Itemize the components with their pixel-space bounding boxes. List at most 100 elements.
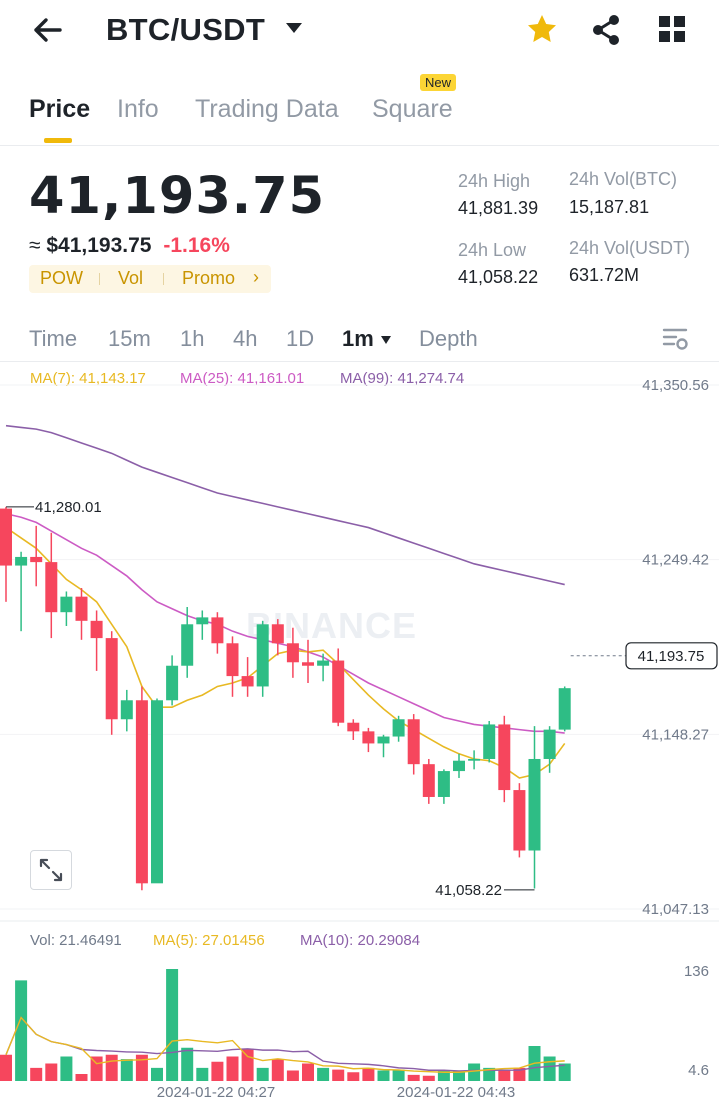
candle-body [317,660,330,666]
volume-bar [302,1063,314,1081]
top-bar: BTC/USDT [0,0,719,66]
tag-promo[interactable]: Promo [182,268,236,288]
interval-15m[interactable]: 15m [108,326,151,351]
tab-info[interactable]: Info [117,95,159,123]
volume-bar [347,1072,360,1081]
ma25-legend: MA(25): 41,161.01 [180,370,305,387]
ma25-line [5,512,565,734]
tags-row[interactable]: POW Vol Promo › [29,265,271,293]
stat-high-label: 24h High [458,171,531,191]
volume-bar [256,1067,269,1081]
volume-bar [60,1056,73,1081]
high-marker-label: 41,280.01 [35,499,102,516]
ma7-line [5,526,566,779]
vol-ma5-line [5,1016,565,1073]
candle-body [90,620,103,639]
tag-divider [163,273,164,285]
candle-body [15,556,28,566]
pair-title[interactable]: BTC/USDT [106,12,266,47]
interval-1d[interactable]: 1D [286,326,315,351]
low-marker-label: 41,058.22 [435,882,502,899]
usd-price: $41,193.75 [46,234,152,257]
candle-body [166,665,179,701]
candle-body [437,771,450,797]
volume-bar [105,1054,118,1081]
volume-bar [332,1069,345,1081]
new-badge: New [420,74,457,91]
back-arrow-icon[interactable] [30,14,66,46]
volume-bar [166,969,179,1081]
ma99-legend: MA(99): 41,274.74 [340,370,465,387]
candle-body [0,508,12,566]
candle-body [120,700,133,720]
interval-depth[interactable]: Depth [419,326,478,351]
share-icon[interactable] [591,14,621,46]
candle-body [286,643,299,663]
candle-body [407,719,420,765]
candle-body [362,731,375,744]
candle-body [422,764,435,797]
volume-bar [30,1067,43,1081]
volume-bar [317,1067,330,1081]
chart-settings-icon[interactable] [662,326,688,352]
interval-bar: Time 15m 1h 4h 1D 1m Depth [0,318,719,362]
x-tick-label: 2024-01-22 04:43 [397,1084,515,1101]
ma7-legend: MA(7): 41,143.17 [30,370,146,387]
last-price: 41,193.75 [29,167,326,226]
interval-4h[interactable]: 4h [233,326,258,351]
volume-bar [45,1063,58,1081]
candlestick-chart[interactable]: 41,350.56 41,249.42 41,148.27 41,047.13 41,2… [0,366,719,1102]
candle-body [241,676,254,687]
tab-price[interactable]: Price [29,95,91,123]
candle-body [75,596,88,621]
stat-low-label: 24h Low [458,240,527,260]
candle-body [528,758,541,851]
tab-trading-data[interactable]: Trading Data [195,95,339,123]
interval-1h[interactable]: 1h [180,326,205,351]
y-tick-label: 41,047.13 [642,901,709,918]
vol-legend: Vol: 21.46491 [30,932,122,949]
vol-ma10-line [5,1016,565,1072]
volume-bar [558,1063,571,1081]
volume-bar [437,1070,450,1081]
grid-icon[interactable] [659,16,685,42]
caret-down-icon[interactable] [380,335,392,345]
expand-chart-button[interactable] [30,850,72,890]
expand-icon [39,858,63,882]
tab-bar: Price Info Trading Data Square New [0,74,719,146]
candle-body [105,638,118,720]
candle-body [181,624,194,666]
interval-1m[interactable]: 1m [342,326,374,351]
volume-bar [543,1056,556,1081]
volume-bar [271,1059,284,1081]
volume-bar [0,1054,12,1081]
candle-body [151,700,163,884]
tag-vol[interactable]: Vol [118,268,144,288]
stat-vol-usdt-value: 631.72M [569,265,640,285]
volume-bar [362,1067,375,1081]
candle-body [483,724,496,759]
volume-bar [407,1074,420,1081]
usd-price-line: ≈ $41,193.75 -1.16% [29,234,230,258]
interval-time[interactable]: Time [29,326,78,351]
volume-bar [151,1067,163,1081]
tag-pow[interactable]: POW [40,268,83,288]
volume-bar [135,1054,148,1081]
candle-body [211,617,224,644]
candle-body [45,562,58,613]
candle-body [377,736,390,744]
current-price-box [625,642,718,670]
stat-high-value: 41,881.39 [458,198,539,218]
vol-ma5-legend: MA(5): 27.01456 [153,932,265,949]
volume-bar [120,1059,133,1081]
volume-bar [483,1067,496,1081]
star-icon[interactable] [526,13,558,45]
candle-body [468,758,481,761]
caret-down-icon[interactable] [284,20,304,36]
candle-body [30,556,43,563]
tab-square[interactable]: Square [372,95,453,123]
volume-bar [498,1070,511,1081]
y-tick-label: 41,148.27 [642,726,709,743]
chevron-right-icon[interactable]: › [253,267,259,287]
volume-bar [392,1069,405,1081]
